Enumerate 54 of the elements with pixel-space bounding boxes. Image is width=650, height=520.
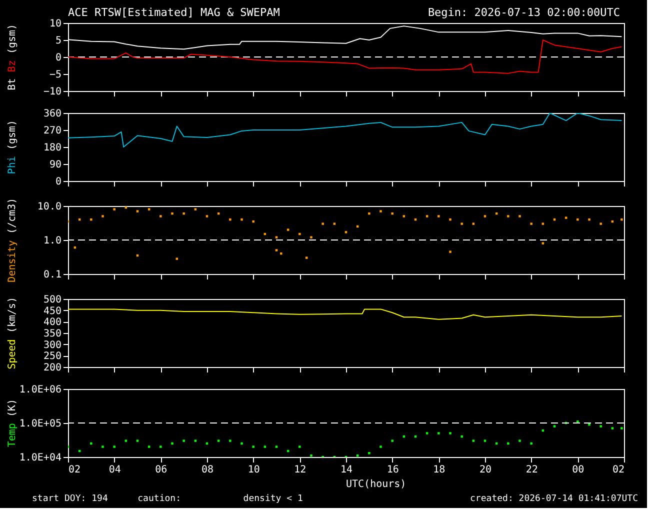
x-tick-label: 10: [248, 464, 260, 476]
y-axis-title: (gsm): [7, 24, 18, 54]
y-tick-label: 400: [43, 317, 62, 328]
text: density < 1: [243, 494, 303, 504]
y-tick-label: −10: [43, 86, 62, 98]
text: caution:: [138, 494, 181, 504]
y-tick-label: 500: [43, 294, 62, 306]
y-tick-label: 1.0E+04: [19, 452, 62, 464]
y-axis-title: (K): [7, 398, 18, 417]
y-tick-label: 300: [43, 340, 62, 351]
y-tick-label: 1.0E+05: [19, 418, 62, 430]
text: start DOY: 194: [32, 494, 108, 504]
y-tick-label: 1.0E+06: [19, 384, 62, 396]
y-tick-label: 5: [55, 36, 62, 46]
x-tick-label: 12: [294, 464, 306, 476]
x-tick-label: 08: [201, 464, 214, 476]
y-axis-title: (gsm): [7, 120, 18, 150]
text: Temp: [7, 423, 18, 448]
text: Density: [7, 240, 18, 282]
y-tick-label: 10: [49, 18, 62, 30]
y-tick-label: 180: [43, 142, 62, 154]
text: Speed: [7, 339, 18, 370]
y-tick-label: 0.1: [43, 270, 62, 280]
y-tick-label: 450: [43, 306, 62, 317]
y-axis-title: (/cm3): [7, 198, 18, 234]
y-tick-label: 0: [55, 52, 62, 64]
y-tick-label: −5: [49, 70, 62, 80]
x-tick-label: 06: [155, 464, 168, 476]
x-tick-label: 22: [526, 464, 538, 476]
y-tick-label: 350: [43, 328, 62, 340]
y-tick-label: 200: [43, 362, 62, 374]
x-tick-label: 04: [108, 464, 121, 476]
x-tick-label: 20: [479, 464, 492, 476]
text: created: 2026-07-14 01:41:07UTC: [470, 494, 638, 504]
chart-subtitle: Begin: 2026-07-13 02:00:00UTC: [428, 6, 620, 19]
x-tick-label: 02: [68, 464, 81, 476]
x-axis-title: UTC(hours): [346, 479, 406, 490]
y-tick-label: 10.0: [37, 202, 62, 212]
y-tick-label: 250: [43, 351, 62, 362]
y-tick-label: 1.0: [43, 236, 62, 246]
x-tick-label: 16: [386, 464, 399, 476]
y-tick-label: 90: [49, 160, 62, 170]
y-axis-title: (km/s): [7, 296, 18, 334]
text: Bt: [7, 78, 18, 90]
x-tick-label: 02: [612, 464, 624, 476]
x-tick-label: 18: [433, 464, 446, 476]
x-tick-label: 00: [572, 464, 584, 476]
x-tick-label: 14: [340, 464, 353, 476]
text: Bz: [7, 60, 18, 72]
y-tick-label: 270: [43, 126, 62, 136]
y-tick-label: 0: [55, 176, 62, 188]
chart-title: ACE RTSW[Estimated] MAG & SWEPAM: [68, 6, 280, 19]
y-tick-label: 360: [43, 108, 62, 120]
text: Phi: [7, 156, 18, 174]
